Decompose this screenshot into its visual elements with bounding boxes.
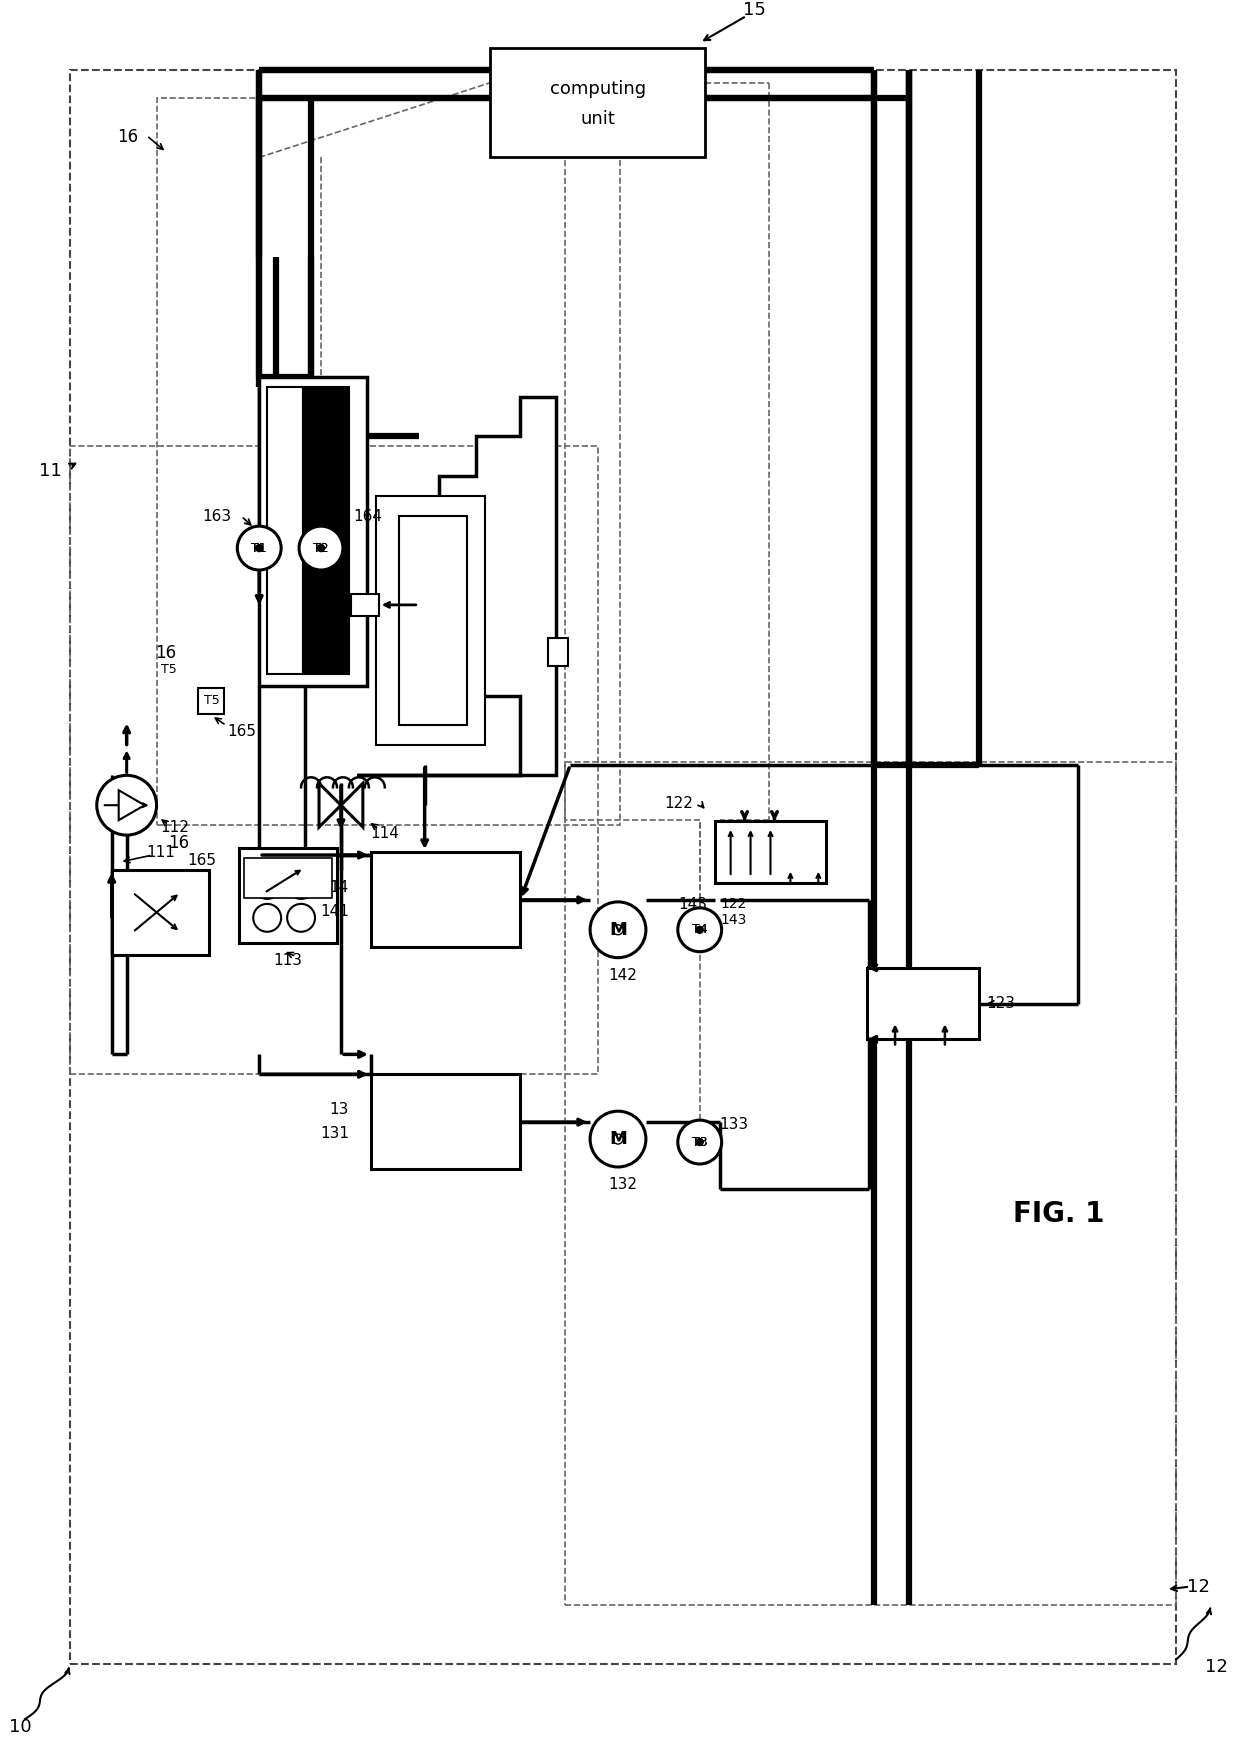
Bar <box>548 638 568 666</box>
Bar <box>303 387 348 675</box>
Circle shape <box>317 545 325 552</box>
Text: T3: T3 <box>692 1135 708 1149</box>
Bar <box>371 1074 521 1169</box>
Text: 122
143: 122 143 <box>720 897 746 927</box>
Text: 165: 165 <box>187 853 216 867</box>
Text: T5: T5 <box>203 694 219 708</box>
Bar <box>239 848 337 943</box>
Text: 114: 114 <box>371 825 399 841</box>
Text: T2: T2 <box>314 541 329 555</box>
Text: 13: 13 <box>330 1102 348 1118</box>
Bar <box>376 496 485 745</box>
Circle shape <box>97 776 156 836</box>
Text: 163: 163 <box>202 508 232 524</box>
Text: 131: 131 <box>320 1127 348 1141</box>
Bar <box>371 851 521 946</box>
Text: T1: T1 <box>252 541 267 555</box>
Circle shape <box>613 925 622 936</box>
Text: M: M <box>609 1130 627 1148</box>
Text: 14: 14 <box>330 880 348 895</box>
Text: 142: 142 <box>609 969 637 983</box>
Text: 12: 12 <box>1187 1577 1209 1596</box>
Text: 12: 12 <box>1204 1659 1228 1677</box>
Bar <box>565 762 1176 1605</box>
Text: M: M <box>609 922 627 939</box>
Text: T4: T4 <box>692 923 708 936</box>
Text: 165: 165 <box>227 724 257 739</box>
Text: T2: T2 <box>314 541 329 555</box>
Circle shape <box>590 1111 646 1167</box>
Bar <box>112 871 210 955</box>
Bar <box>714 822 826 883</box>
Text: 133: 133 <box>719 1116 748 1132</box>
Circle shape <box>237 526 281 569</box>
Bar <box>399 517 466 725</box>
Bar <box>259 377 367 685</box>
Bar <box>351 594 378 617</box>
Text: unit: unit <box>580 110 615 128</box>
Circle shape <box>288 871 315 899</box>
Bar <box>491 47 704 158</box>
Bar <box>69 70 1176 1664</box>
Bar <box>69 447 598 1074</box>
Text: 164: 164 <box>353 508 382 524</box>
Text: 16: 16 <box>167 834 188 851</box>
Text: 123: 123 <box>986 997 1016 1011</box>
Text: T5: T5 <box>161 664 176 676</box>
Circle shape <box>696 927 703 934</box>
Text: FIG. 1: FIG. 1 <box>1013 1200 1104 1228</box>
Bar <box>867 967 978 1039</box>
Polygon shape <box>341 783 363 827</box>
Circle shape <box>288 904 315 932</box>
Circle shape <box>678 1120 722 1163</box>
Bar <box>156 98 620 825</box>
Text: 141: 141 <box>320 904 348 918</box>
Text: T3: T3 <box>692 1135 708 1149</box>
Bar <box>267 387 303 675</box>
Text: 16: 16 <box>155 643 176 662</box>
Text: 10: 10 <box>9 1719 31 1736</box>
Bar <box>198 687 224 713</box>
Circle shape <box>299 526 343 569</box>
Bar <box>244 858 332 897</box>
Text: 16: 16 <box>118 128 139 147</box>
Text: 112: 112 <box>160 820 188 834</box>
Text: computing: computing <box>549 81 646 98</box>
Text: 122: 122 <box>663 795 693 811</box>
Circle shape <box>613 1134 622 1144</box>
Text: T1: T1 <box>252 541 267 555</box>
Circle shape <box>696 1139 703 1146</box>
Text: 132: 132 <box>609 1177 637 1193</box>
Text: 113: 113 <box>274 953 303 969</box>
Circle shape <box>253 871 281 899</box>
Circle shape <box>590 902 646 958</box>
Circle shape <box>255 545 263 552</box>
Circle shape <box>253 904 281 932</box>
Text: 15: 15 <box>743 2 766 19</box>
Text: 143: 143 <box>678 897 707 913</box>
Polygon shape <box>119 790 145 820</box>
Circle shape <box>678 908 722 951</box>
Text: 111: 111 <box>146 844 175 860</box>
Text: 11: 11 <box>40 463 62 480</box>
Polygon shape <box>319 783 341 827</box>
Text: T4: T4 <box>692 923 708 936</box>
Polygon shape <box>357 396 557 776</box>
